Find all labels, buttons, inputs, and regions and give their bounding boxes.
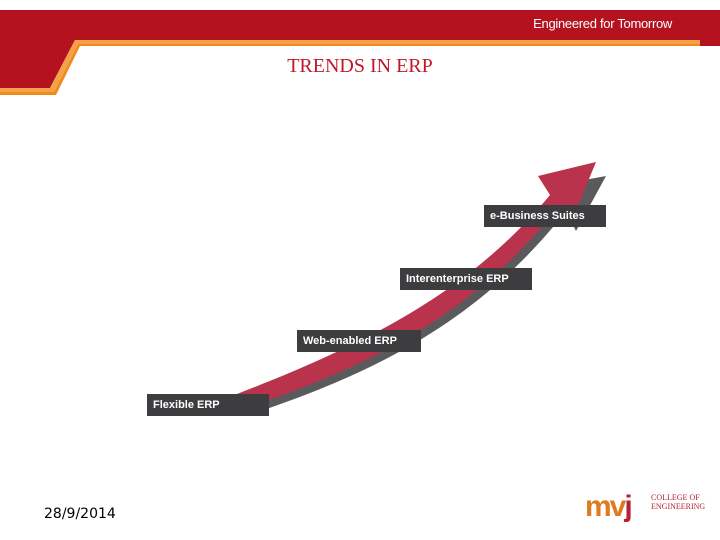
header-banner [0, 10, 720, 95]
step-interenterprise-erp: Interenterprise ERP [400, 268, 532, 290]
step-e-business-suites: e-Business Suites [484, 205, 606, 227]
logo-mark: mvj [585, 490, 633, 523]
header-tagline: Engineered for Tomorrow [533, 16, 672, 31]
step-flexible-erp: Flexible ERP [147, 394, 269, 416]
step-web-enabled-erp: Web-enabled ERP [297, 330, 421, 352]
college-logo: mvj College of Engineering [585, 490, 705, 526]
slide-title: TRENDS IN ERP [287, 55, 433, 77]
curved-arrow-icon [232, 162, 606, 416]
logo-text: College of Engineering [651, 493, 706, 511]
slide-date: 28/9/2014 [44, 506, 116, 522]
